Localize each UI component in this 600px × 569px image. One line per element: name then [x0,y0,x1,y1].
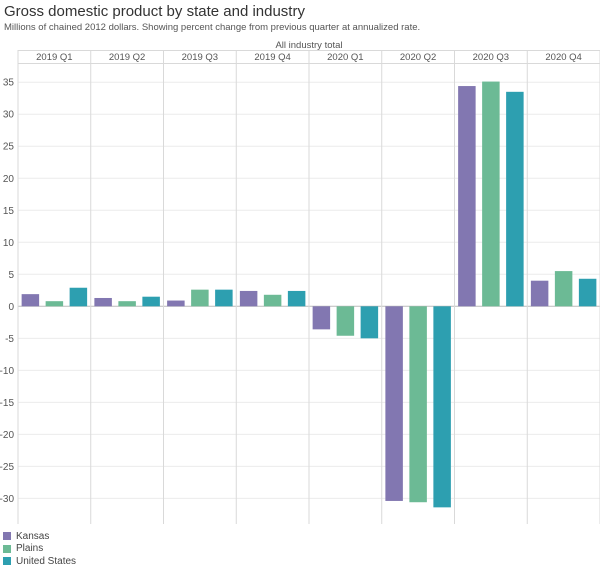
y-tick-label: 10 [3,238,15,249]
x-category-label: 2019 Q2 [109,52,145,63]
bar [287,290,306,307]
y-tick-label: -15 [0,398,14,409]
bar [69,287,88,307]
x-category-label: 2020 Q4 [545,52,581,63]
y-tick-label: 30 [3,110,15,121]
bar [385,306,403,501]
y-tick-label: 0 [8,302,14,313]
panel-title: All industry total [275,40,342,51]
bar [530,280,549,307]
y-tick-label: -20 [0,430,14,441]
bar [458,86,476,307]
bar [118,301,136,307]
x-category-label: 2019 Q4 [254,52,290,63]
chart-title: Gross domestic product by state and indu… [4,3,305,20]
bar [360,306,379,339]
legend-label: United States [16,555,77,567]
bar-chart: All industry total 35 30 25 20 15 10 5 0 -5 -10 -15… [0,40,600,524]
bar [554,271,573,307]
y-tick-label: -30 [0,494,14,505]
y-tick-label: 25 [3,142,15,153]
bar [506,91,524,307]
bar [191,289,209,307]
bar [94,297,112,307]
y-tick-label: 20 [3,174,15,185]
legend: Kansas Plains United States [3,530,76,568]
x-category-label: 2020 Q1 [327,52,363,63]
bar [215,289,233,307]
y-tick-label: 15 [3,206,15,217]
chart-subtitle: Millions of chained 2012 dollars. Showin… [4,22,421,33]
y-tick-label: 5 [8,270,14,281]
x-category-label: 2020 Q3 [473,52,509,63]
x-category-label: 2019 Q1 [36,52,72,63]
bar [45,301,64,307]
x-category-label: 2019 Q3 [182,52,218,63]
bar [263,294,282,307]
bar [433,306,451,508]
y-tick-label: -10 [0,366,14,377]
legend-item: United States [3,555,76,568]
bar [409,306,427,503]
y-tick-label: -25 [0,462,14,473]
bar [142,296,160,307]
bar [578,278,597,307]
legend-item: Kansas [3,530,76,543]
legend-swatch [3,544,11,553]
legend-label: Plains [16,543,44,555]
y-tick-label: -5 [5,334,14,345]
bar [482,81,500,307]
bar [312,306,331,330]
x-category-label: 2020 Q2 [400,52,436,63]
legend-swatch [3,557,11,566]
y-tick-label: 35 [3,78,15,89]
legend-swatch [3,532,11,541]
bar [21,294,40,307]
bar [239,290,258,307]
legend-item: Plains [3,543,76,556]
bar [336,306,355,336]
legend-label: Kansas [16,530,50,542]
bar [167,300,185,307]
